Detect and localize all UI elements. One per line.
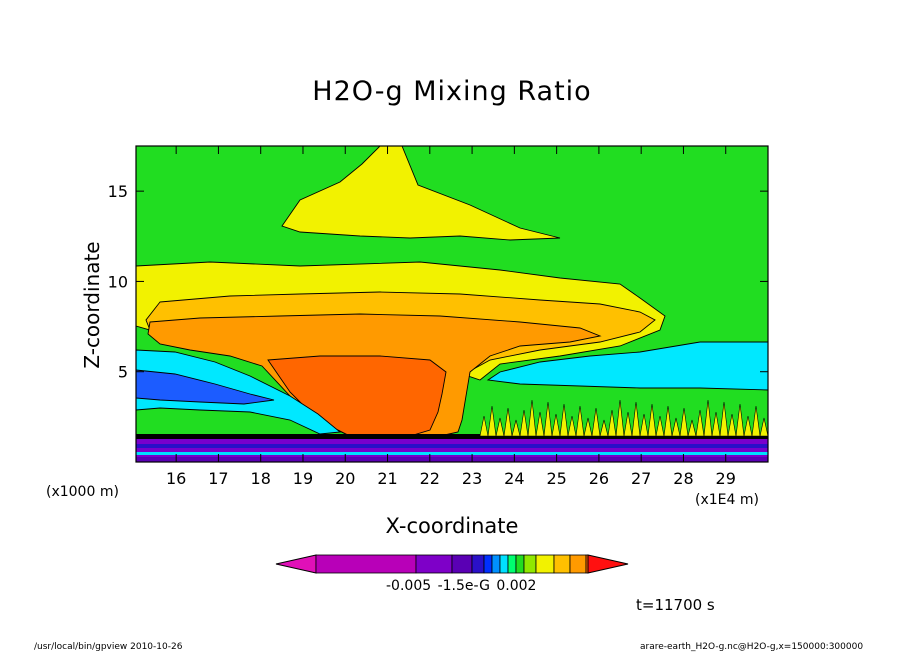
colorbar-segment: [415, 554, 453, 574]
y-tick-label: 15: [108, 182, 128, 201]
axis-ticks: 16 17 18 19 20 21 22 23 24 25 26 27 28 29 5 10 15: [108, 146, 768, 488]
contour-upper-plume: [281, 146, 561, 241]
colorbar-segment: [553, 554, 571, 574]
plot-frame: [135, 145, 769, 463]
colorbar-segment: [491, 554, 501, 574]
x-tick-label: 26: [589, 469, 609, 488]
contour-right-cyan: [486, 341, 768, 391]
colorbar-segment: [535, 554, 555, 574]
colorbar-labels: -0.005 -1.5e-G 0.002: [386, 578, 537, 594]
x-unit-right: (x1E4 m): [695, 492, 759, 508]
contour-left-blue: [136, 369, 275, 405]
contour-surface-line: [136, 434, 768, 439]
x-tick-label: 17: [208, 469, 228, 488]
y-tick-label: 5: [118, 363, 128, 382]
contour-surface-band-blue: [136, 444, 768, 448]
x-tick-label: 16: [166, 469, 186, 488]
x-tick-label: 28: [673, 469, 693, 488]
x-tick-label: 20: [335, 469, 355, 488]
x-tick-label: 19: [293, 469, 313, 488]
x-tick-label: 29: [716, 469, 736, 488]
contour-low-spikes: [479, 399, 768, 437]
x-tick-label: 23: [462, 469, 482, 488]
colorbar-segment: [569, 554, 587, 574]
contour-surface-band-cyan: [136, 452, 768, 455]
colorbar-segment: [315, 554, 417, 574]
x-tick-label: 22: [420, 469, 440, 488]
y-tick-label: 10: [108, 272, 128, 291]
time-label: t=11700 s: [636, 596, 715, 614]
x-tick-label: 21: [377, 469, 397, 488]
footer-right: arare-earth_H2O-g.nc@H2O-g,x=150000:3000…: [640, 642, 864, 652]
plot-area: [136, 146, 768, 462]
chart-title: H2O-g Mixing Ratio: [312, 76, 592, 107]
colorbar-segment: [515, 554, 525, 574]
x-axis-title: X-coordinate: [385, 514, 519, 538]
colorbar: [275, 554, 629, 574]
colorbar-segment: [471, 554, 485, 574]
x-tick-label: 27: [631, 469, 651, 488]
colorbar-segment: [507, 554, 517, 574]
colorbar-segment: [523, 554, 537, 574]
footer-left: /usr/local/bin/gpview 2010-10-26: [34, 642, 183, 652]
colorbar-segment: [451, 554, 473, 574]
colorbar-segment: [483, 554, 493, 574]
colorbar-arrow-left: [275, 554, 317, 574]
x-tick-label: 24: [504, 469, 524, 488]
x-unit-left: (x1000 m): [46, 484, 119, 500]
colorbar-segment: [499, 554, 509, 574]
x-tick-label: 25: [546, 469, 566, 488]
contour-surface-band-violet: [136, 457, 768, 462]
x-tick-label: 18: [251, 469, 271, 488]
colorbar-arrow-right: [587, 554, 629, 574]
